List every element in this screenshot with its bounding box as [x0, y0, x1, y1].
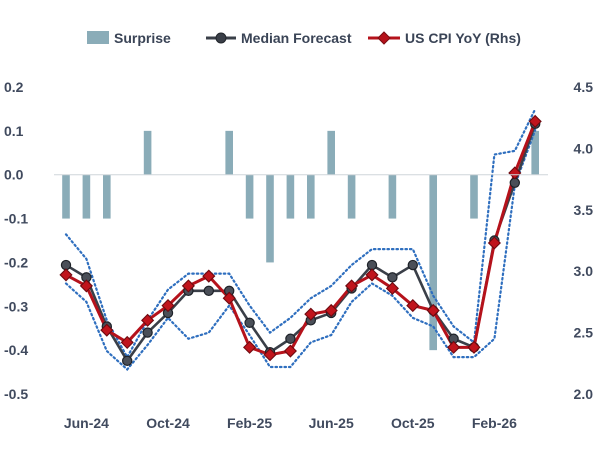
marker-cpi [161, 299, 175, 313]
line-median-forecast [65, 123, 537, 363]
marker-cpi [222, 291, 236, 305]
bar-surprise [286, 174, 295, 219]
marker-median [121, 355, 133, 367]
marker-cpi [324, 303, 338, 318]
y-right-tick-label: 3.5 [574, 202, 594, 218]
bar-surprise [531, 130, 539, 175]
marker-median [366, 259, 378, 271]
series-markers [59, 114, 542, 367]
y-left-tick-label: -0.2 [4, 254, 28, 270]
forecast-bands [64, 108, 537, 372]
marker-median [407, 259, 418, 271]
surprise-bars [62, 130, 539, 351]
bar-surprise [429, 174, 437, 351]
marker-cpi [426, 303, 440, 318]
bar-surprise [388, 174, 397, 219]
marker-cpi [365, 268, 379, 282]
legend-label-surprise: Surprise [114, 30, 171, 46]
line-us-cpi [65, 120, 537, 357]
marker-cpi [283, 344, 297, 358]
legend-marker-median [215, 32, 227, 44]
marker-cpi [181, 279, 195, 293]
legend-marker-cpi [377, 31, 391, 45]
marker-cpi [243, 340, 257, 354]
bar-surprise [266, 174, 274, 263]
bar-surprise [82, 174, 91, 219]
marker-cpi [487, 236, 501, 250]
bar-surprise [103, 174, 111, 219]
marker-median [509, 177, 520, 188]
bar-surprise [347, 174, 356, 219]
x-tick-label: Feb-25 [227, 415, 272, 431]
marker-cpi [508, 166, 522, 180]
y-right-tick-label: 2.5 [574, 325, 594, 341]
marker-median [244, 317, 255, 328]
y-left-tick-label: -0.3 [4, 298, 28, 314]
axes: 0.2 0.1 0.0 -0.1 -0.2 -0.3 -0.4 -0.5 4.5 4.0 3.5 3.… [4, 79, 593, 431]
legend: Surprise Median Forecast US CPI YoY (Rhs) [87, 30, 521, 46]
y-right-tick-label: 2.0 [574, 386, 594, 402]
marker-median [387, 272, 398, 283]
y-left-tick-label: 0.1 [4, 123, 24, 139]
marker-cpi [79, 279, 93, 293]
legend-label-median: Median Forecast [241, 30, 352, 46]
marker-cpi [100, 323, 114, 337]
marker-median [203, 285, 214, 297]
y-left-tick-label: -0.1 [4, 211, 28, 227]
legend-swatch-surprise [87, 31, 109, 44]
bar-surprise [327, 130, 335, 175]
bar-surprise [62, 174, 70, 219]
y-left-tick-label: 0.0 [4, 167, 24, 183]
x-tick-label: Jun-25 [309, 415, 354, 431]
bar-surprise [307, 174, 315, 219]
y-left-tick-label: 0.2 [4, 79, 24, 95]
band-line [64, 108, 537, 360]
marker-cpi [385, 281, 399, 295]
marker-median [285, 333, 296, 344]
marker-cpi [263, 348, 277, 362]
marker-cpi [120, 335, 134, 350]
x-tick-label: Oct-25 [391, 415, 435, 431]
series-lines [65, 120, 537, 363]
x-tick-label: Oct-24 [146, 415, 190, 431]
y-right-tick-label: 4.5 [574, 79, 594, 95]
marker-median [142, 327, 153, 338]
marker-cpi [304, 307, 318, 321]
bar-surprise [470, 174, 478, 219]
y-left-tick-label: -0.4 [4, 342, 28, 358]
marker-cpi [141, 313, 155, 327]
marker-cpi [406, 299, 420, 313]
marker-cpi [202, 269, 216, 283]
bar-surprise [225, 130, 233, 175]
y-left-tick-label: -0.5 [4, 386, 28, 402]
marker-cpi [345, 279, 359, 293]
marker-cpi [447, 340, 461, 354]
y-right-tick-label: 3.0 [574, 263, 594, 279]
marker-cpi [528, 114, 542, 128]
legend-label-cpi: US CPI YoY (Rhs) [405, 30, 521, 46]
x-tick-label: Jun-24 [64, 415, 109, 431]
band-line [64, 128, 537, 372]
marker-cpi [59, 268, 73, 282]
bar-surprise [245, 174, 254, 219]
bar-surprise [143, 130, 152, 175]
y-right-tick-label: 4.0 [574, 140, 594, 156]
marker-median [60, 259, 72, 271]
x-tick-label: Feb-26 [472, 415, 517, 431]
marker-cpi [467, 340, 481, 354]
